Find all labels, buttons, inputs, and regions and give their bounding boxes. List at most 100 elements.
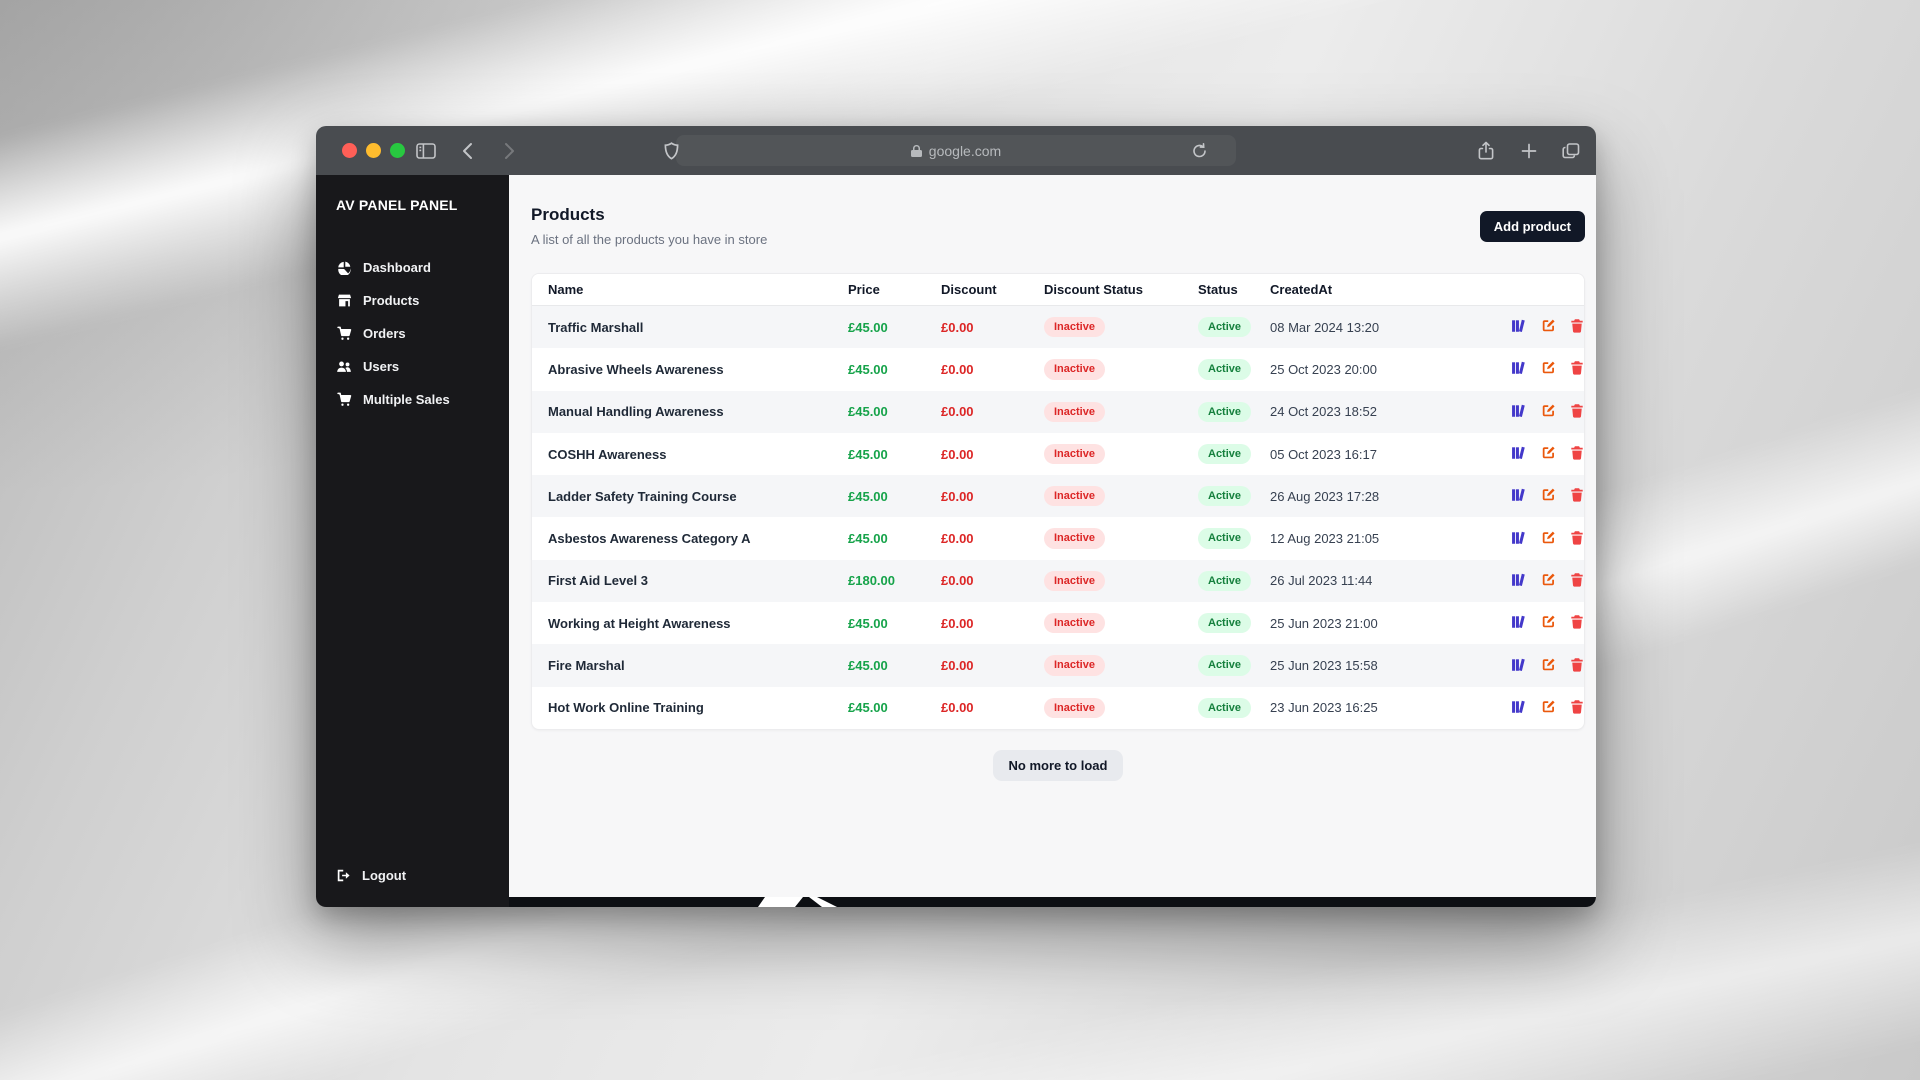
status-badge: Active — [1198, 443, 1252, 465]
status-badge: Active — [1198, 401, 1252, 422]
close-button[interactable] — [342, 143, 357, 158]
logout-button[interactable]: Logout — [336, 868, 489, 883]
logout-label: Logout — [362, 868, 407, 883]
browser-window: google.com — [316, 126, 1596, 907]
sidebar-item[interactable]: Products — [336, 292, 489, 308]
edit-icon[interactable] — [1541, 360, 1556, 375]
table-row: COSHH Awareness £45.00 £0.00 Inactive Ac… — [532, 433, 1584, 475]
edit-icon[interactable] — [1541, 318, 1556, 333]
books-icon[interactable] — [1511, 530, 1526, 545]
products-table: Name Price Discount Discount Status Stat… — [532, 274, 1584, 729]
product-created-at: 24 Oct 2023 18:52 — [1270, 404, 1377, 420]
table-row: Asbestos Awareness Category A £45.00 £0.… — [532, 517, 1584, 559]
sidebar-item[interactable]: Dashboard — [336, 259, 489, 275]
cart-icon — [336, 391, 352, 407]
sidebar-item[interactable]: Users — [336, 358, 489, 374]
column-header-price: Price — [832, 274, 925, 306]
table-row: First Aid Level 3 £180.00 £0.00 Inactive… — [532, 559, 1584, 603]
discount-status-badge: Inactive — [1044, 443, 1105, 465]
sidebar-item-label: Dashboard — [363, 259, 431, 275]
address-bar[interactable]: google.com — [676, 135, 1236, 166]
product-discount: £0.00 — [941, 446, 974, 462]
trash-icon[interactable] — [1570, 699, 1584, 714]
sidebar-item-label: Multiple Sales — [363, 391, 450, 407]
sidebar: AV PANEL PANEL Dashboard Products — [316, 175, 509, 907]
status-badge: Active — [1198, 486, 1252, 507]
add-product-button[interactable]: Add product — [1479, 210, 1585, 242]
edit-icon[interactable] — [1541, 530, 1556, 545]
books-icon[interactable] — [1511, 614, 1526, 629]
browser-toolbar: google.com — [316, 126, 1596, 175]
sidebar-item-label: Orders — [363, 325, 406, 341]
sidebar-item[interactable]: Multiple Sales — [336, 391, 489, 407]
books-icon[interactable] — [1511, 487, 1526, 502]
edit-icon[interactable] — [1541, 699, 1556, 714]
discount-status-badge: Inactive — [1044, 401, 1105, 422]
tab-overview-icon[interactable] — [1562, 142, 1580, 159]
sidebar-item-label: Products — [363, 292, 420, 308]
table-row: Hot Work Online Training £45.00 £0.00 In… — [532, 687, 1584, 729]
sidebar-item[interactable]: Orders — [336, 325, 489, 341]
table-row: Ladder Safety Training Course £45.00 £0.… — [532, 475, 1584, 518]
status-badge: Active — [1198, 697, 1252, 718]
trash-icon[interactable] — [1570, 445, 1584, 460]
status-badge: Active — [1198, 528, 1252, 549]
table-row: Fire Marshal £45.00 £0.00 Inactive Activ… — [532, 644, 1584, 687]
app-title: AV PANEL PANEL — [336, 197, 458, 213]
column-header-discount: Discount — [925, 274, 1028, 306]
product-price: £45.00 — [848, 488, 888, 504]
sidebar-toggle-icon[interactable] — [416, 142, 436, 159]
edit-icon[interactable] — [1541, 657, 1556, 672]
product-price: £45.00 — [848, 700, 888, 716]
edit-icon[interactable] — [1541, 445, 1556, 460]
product-name: Ladder Safety Training Course — [548, 488, 737, 504]
trash-icon[interactable] — [1570, 360, 1584, 376]
product-discount: £0.00 — [941, 404, 974, 420]
trash-icon[interactable] — [1570, 657, 1584, 672]
product-name: Working at Height Awareness — [548, 615, 731, 631]
discount-status-badge: Inactive — [1044, 570, 1105, 592]
edit-icon[interactable] — [1541, 487, 1556, 502]
trash-icon[interactable] — [1570, 403, 1584, 418]
product-name: COSHH Awareness — [548, 446, 667, 462]
books-icon[interactable] — [1511, 699, 1526, 714]
discount-status-badge: Inactive — [1044, 359, 1105, 380]
reload-icon[interactable] — [1192, 142, 1207, 159]
forward-icon[interactable] — [504, 142, 515, 159]
books-icon[interactable] — [1511, 318, 1526, 333]
product-created-at: 23 Jun 2023 16:25 — [1270, 700, 1378, 716]
trash-icon[interactable] — [1570, 487, 1584, 503]
table-row: Manual Handling Awareness £45.00 £0.00 I… — [532, 390, 1584, 433]
books-icon[interactable] — [1511, 445, 1526, 460]
product-price: £45.00 — [848, 531, 888, 547]
zoom-button[interactable] — [390, 143, 405, 158]
trash-icon[interactable] — [1570, 572, 1584, 587]
shield-icon[interactable] — [664, 141, 679, 160]
product-discount: £0.00 — [941, 488, 974, 504]
table-header-row: Name Price Discount Discount Status Stat… — [532, 274, 1584, 306]
trash-icon[interactable] — [1570, 530, 1584, 545]
trash-icon[interactable] — [1570, 614, 1584, 629]
product-price: £45.00 — [848, 446, 888, 462]
books-icon[interactable] — [1511, 360, 1526, 375]
product-created-at: 25 Oct 2023 20:00 — [1270, 361, 1377, 377]
share-icon[interactable] — [1478, 141, 1494, 160]
back-icon[interactable] — [462, 142, 473, 159]
edit-icon[interactable] — [1541, 572, 1556, 587]
trash-icon[interactable] — [1570, 318, 1584, 333]
books-icon[interactable] — [1511, 403, 1526, 418]
books-icon[interactable] — [1511, 572, 1526, 587]
books-icon[interactable] — [1511, 657, 1526, 672]
product-created-at: 25 Jun 2023 15:58 — [1270, 658, 1378, 674]
product-price: £45.00 — [848, 319, 888, 335]
minimize-button[interactable] — [366, 143, 381, 158]
edit-icon[interactable] — [1541, 403, 1556, 418]
edit-icon[interactable] — [1541, 614, 1556, 629]
new-tab-icon[interactable] — [1521, 143, 1537, 159]
product-price: £180.00 — [848, 573, 895, 589]
page-title: Products — [531, 205, 605, 224]
discount-status-badge: Inactive — [1044, 697, 1105, 718]
status-badge: Active — [1198, 317, 1252, 338]
product-price: £45.00 — [848, 615, 888, 631]
